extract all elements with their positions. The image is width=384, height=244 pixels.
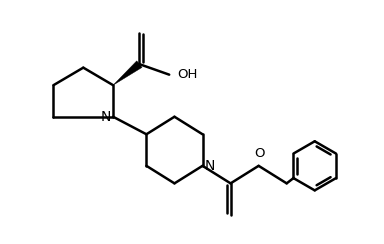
Text: O: O (254, 146, 265, 160)
Text: OH: OH (177, 68, 197, 81)
Text: N: N (205, 159, 215, 173)
Text: N: N (100, 111, 111, 124)
Polygon shape (113, 61, 142, 85)
